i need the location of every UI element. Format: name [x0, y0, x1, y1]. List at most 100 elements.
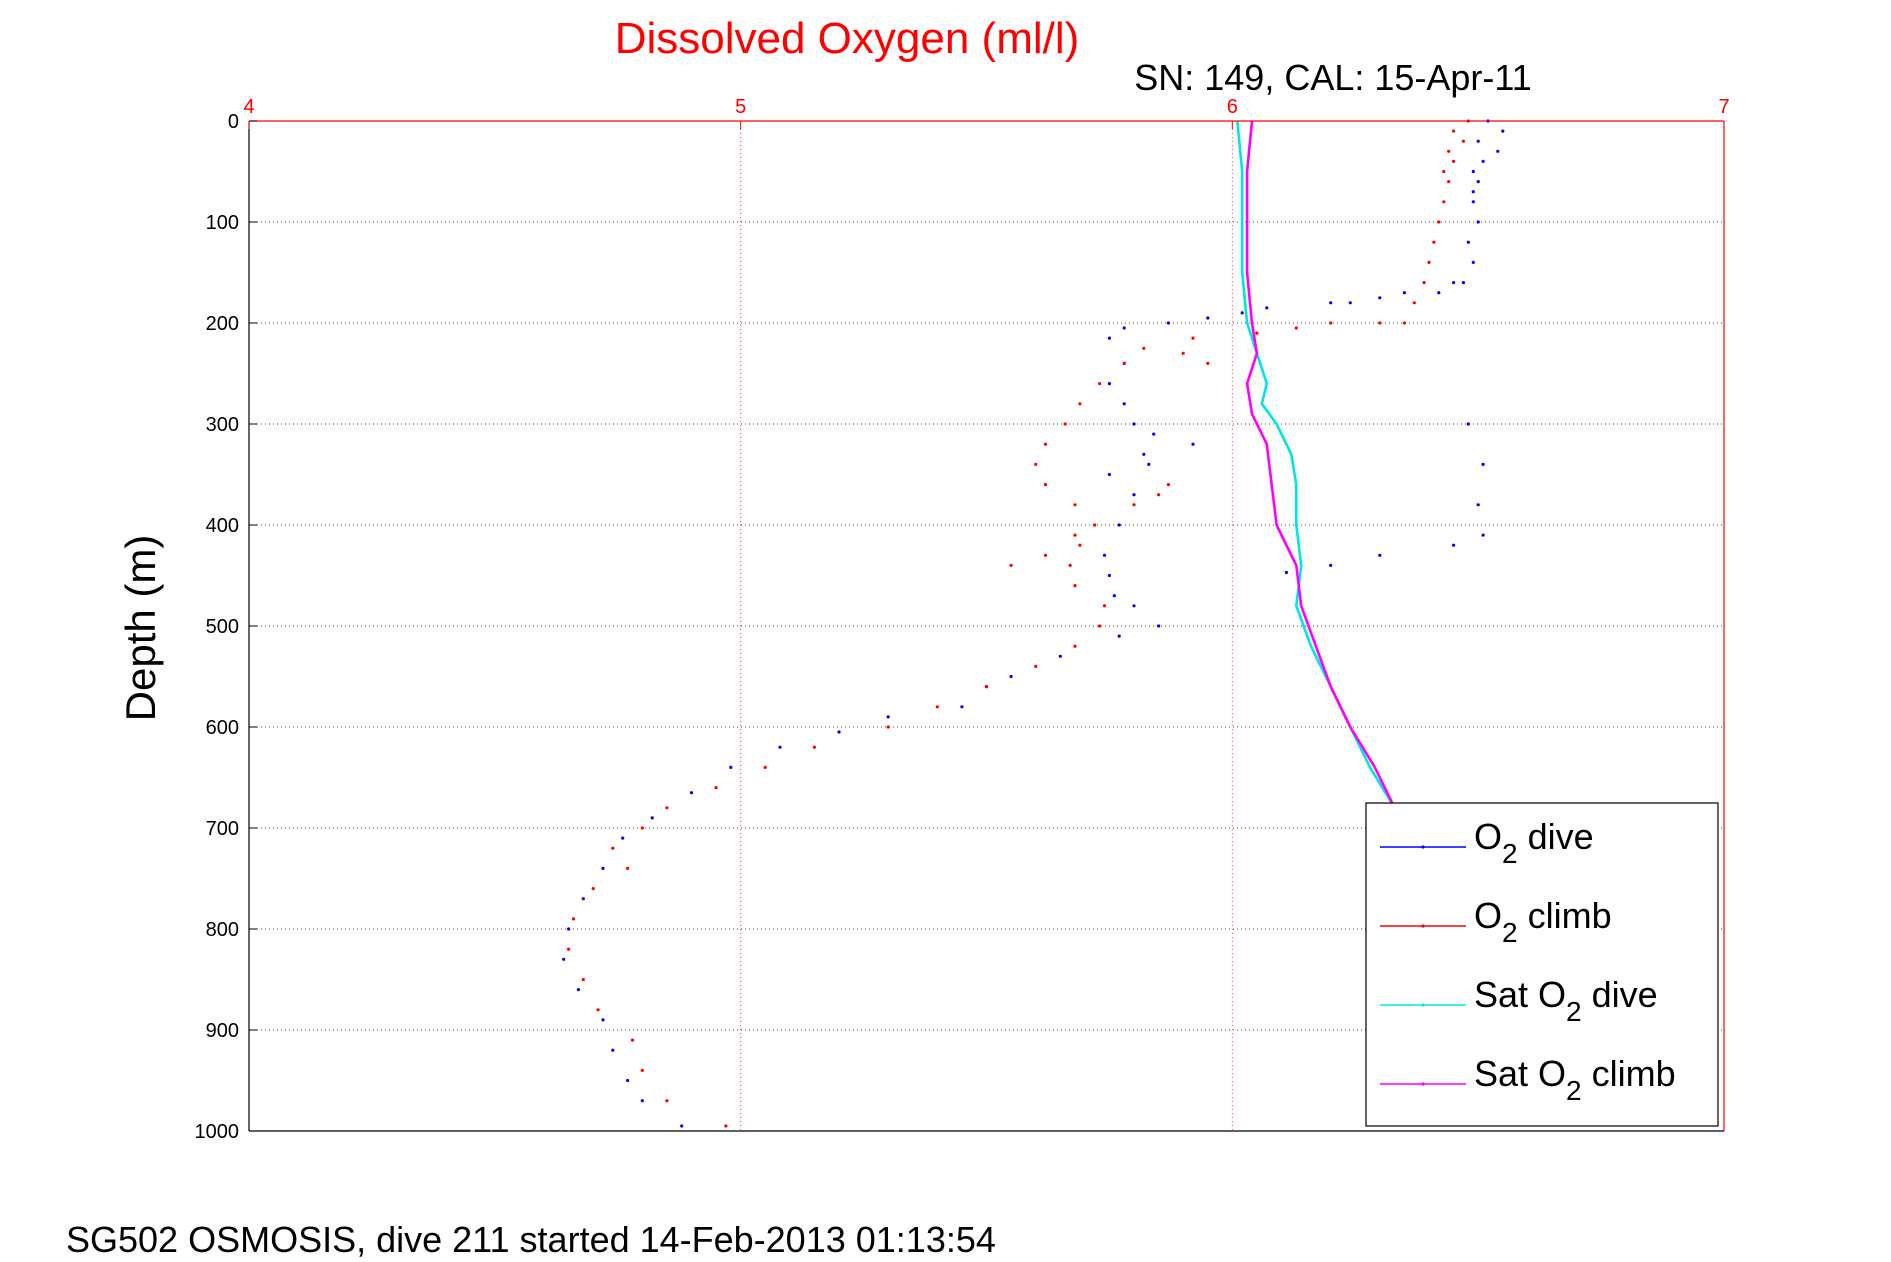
data-point-o2_dive: [689, 791, 694, 795]
data-point-o2_dive: [1461, 281, 1465, 285]
data-point-o2_dive: [650, 816, 654, 820]
data-point-o2_climb: [640, 826, 644, 830]
legend-entry-o2_climb: O2 climb: [1474, 895, 1612, 948]
data-point-o2_dive: [1481, 462, 1485, 466]
data-point-o2_climb: [1093, 523, 1097, 527]
data-point-o2_climb: [1191, 336, 1195, 340]
data-point-o2_dive: [1009, 674, 1013, 679]
data-point-o2_climb: [1043, 483, 1048, 487]
data-point-o2_dive: [1348, 301, 1352, 305]
data-point-o2_dive: [778, 745, 782, 749]
data-point-o2_climb: [1122, 361, 1126, 365]
x-tick-label: 4: [243, 96, 254, 118]
data-point-o2_dive: [837, 730, 841, 734]
data-point-o2_climb: [1157, 493, 1161, 497]
data-point-o2_dive: [1132, 493, 1136, 497]
data-point-o2_dive: [1107, 336, 1111, 340]
data-point-o2_dive: [621, 836, 625, 840]
data-point-o2_climb: [984, 685, 989, 689]
data-point-o2_climb: [724, 1124, 728, 1128]
x-tick-label: 7: [1718, 96, 1729, 118]
y-tick-label: 300: [206, 414, 239, 436]
data-point-o2_dive: [1466, 422, 1470, 426]
y-tick-label: 800: [206, 919, 239, 941]
data-point-o2_dive: [1107, 382, 1111, 386]
y-tick-label: 200: [206, 313, 239, 335]
data-point-o2_climb: [626, 866, 630, 871]
data-point-o2_climb: [1078, 402, 1082, 406]
data-point-o2_dive: [1206, 316, 1210, 320]
data-point-o2_climb: [1378, 321, 1382, 325]
data-point-o2_dive: [1466, 240, 1470, 244]
legend-marker-o2_climb: [1421, 924, 1425, 928]
data-point-o2_dive: [601, 1018, 605, 1022]
y-tick-label: 900: [206, 1020, 239, 1042]
legend-marker-sat_dive: [1421, 1003, 1425, 1007]
data-point-o2_dive: [1481, 159, 1485, 163]
data-point-o2_climb: [611, 846, 615, 850]
data-point-o2_dive: [1476, 220, 1480, 224]
data-point-o2_climb: [1181, 351, 1185, 355]
data-point-o2_climb: [571, 917, 576, 921]
data-point-o2_dive: [1102, 553, 1107, 557]
data-point-o2_dive: [1452, 543, 1456, 547]
data-point-o2_dive: [1265, 306, 1269, 310]
data-point-o2_dive: [1496, 149, 1500, 153]
x-tick-label: 6: [1227, 96, 1238, 118]
legend-entry-sat_climb: Sat O2 climb: [1474, 1053, 1676, 1106]
data-point-o2_climb: [763, 765, 767, 770]
data-point-o2_climb: [1442, 200, 1446, 204]
data-point-o2_dive: [886, 715, 890, 719]
y-tick-label: 100: [206, 212, 239, 234]
data-point-o2_dive: [1471, 169, 1475, 174]
data-point-o2_climb: [581, 977, 585, 982]
data-point-o2_climb: [1402, 321, 1406, 325]
data-point-o2_climb: [665, 806, 669, 810]
data-point-o2_climb: [1294, 326, 1298, 330]
data-point-o2_dive: [1329, 563, 1333, 568]
legend-marker-o2_dive: [1421, 845, 1425, 849]
legend-marker-sat_climb: [1421, 1082, 1425, 1086]
data-point-o2_dive: [601, 866, 605, 871]
data-point-o2_climb: [1073, 533, 1077, 537]
data-point-o2_climb: [1461, 139, 1465, 143]
legend-box: [1365, 802, 1719, 1127]
data-point-o2_dive: [1501, 129, 1505, 133]
data-point-o2_climb: [567, 947, 571, 951]
data-point-o2_dive: [567, 927, 571, 931]
data-point-o2_dive: [1117, 634, 1121, 638]
data-point-o2_dive: [1476, 139, 1480, 143]
data-point-o2_climb: [714, 786, 718, 790]
data-point-o2_climb: [1009, 563, 1013, 568]
data-point-o2_dive: [1378, 296, 1382, 300]
data-point-o2_climb: [1255, 331, 1259, 335]
data-point-o2_dive: [1329, 301, 1333, 305]
data-point-o2_dive: [562, 957, 566, 961]
data-point-o2_dive: [1147, 462, 1151, 466]
data-point-o2_dive: [1471, 260, 1475, 264]
y-tick-label: 500: [206, 616, 239, 638]
data-point-o2_climb: [1034, 664, 1038, 669]
data-point-o2_dive: [1058, 654, 1062, 658]
data-point-o2_climb: [1412, 301, 1416, 305]
data-point-o2_dive: [1117, 523, 1121, 527]
data-point-o2_dive: [1481, 533, 1485, 537]
y-tick-label: 700: [206, 818, 239, 840]
data-point-o2_dive: [1452, 281, 1456, 285]
legend-entry-o2_dive: O2 dive: [1474, 816, 1594, 869]
data-point-o2_climb: [1102, 604, 1107, 608]
x-tick-label: 5: [735, 96, 746, 118]
data-point-o2_climb: [1098, 382, 1102, 386]
data-point-o2_climb: [886, 725, 890, 729]
data-point-o2_dive: [576, 988, 581, 992]
data-point-o2_dive: [680, 1124, 684, 1128]
chart-footer: SG502 OSMOSIS, dive 211 started 14-Feb-2…: [66, 1219, 996, 1260]
y-tick-label: 1000: [195, 1121, 240, 1143]
data-point-o2_dive: [1378, 553, 1382, 557]
data-point-o2_dive: [1284, 570, 1288, 575]
data-point-o2_dive: [1107, 472, 1111, 477]
y-tick-label: 600: [206, 717, 239, 739]
data-point-o2_climb: [935, 705, 939, 709]
data-point-o2_climb: [1073, 503, 1077, 507]
